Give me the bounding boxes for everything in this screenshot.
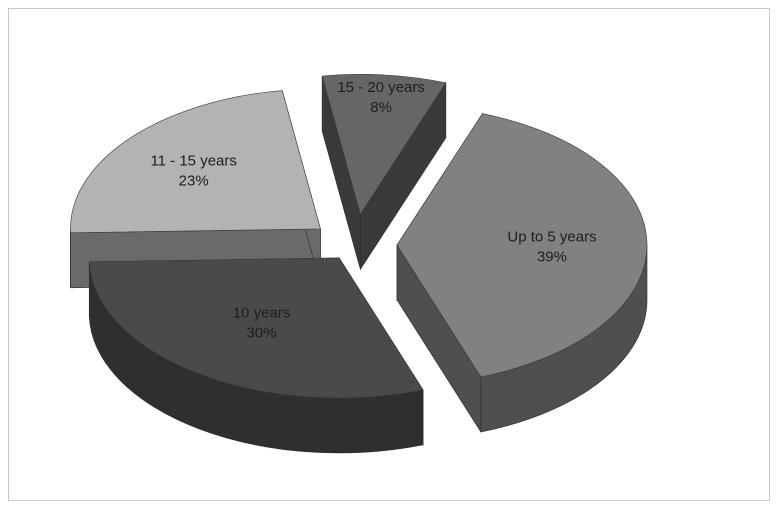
slice-label-1: 10 years bbox=[233, 304, 291, 321]
pie-slice-2: 11 - 15 years 23% bbox=[70, 90, 321, 289]
slice-percent-0: 39% bbox=[537, 248, 567, 265]
pie-slice-1: 10 years 30% bbox=[88, 256, 424, 454]
slice-top-0 bbox=[396, 113, 648, 378]
slice-label-0: Up to 5 years bbox=[507, 228, 596, 245]
slice-percent-2: 23% bbox=[179, 173, 209, 190]
slice-percent-3: 8% bbox=[370, 99, 392, 116]
slice-top-3 bbox=[321, 74, 447, 216]
pie-slice-3: 15 - 20 years 8% bbox=[321, 74, 447, 271]
slice-top-1 bbox=[88, 257, 424, 399]
slice-label-2: 11 - 15 years bbox=[150, 153, 236, 170]
slice-label-3: 15 - 20 years bbox=[337, 79, 425, 96]
slice-percent-1: 30% bbox=[246, 324, 276, 341]
pie-slice-0: Up to 5 years 39% bbox=[396, 112, 648, 434]
slice-top-2 bbox=[70, 90, 321, 234]
